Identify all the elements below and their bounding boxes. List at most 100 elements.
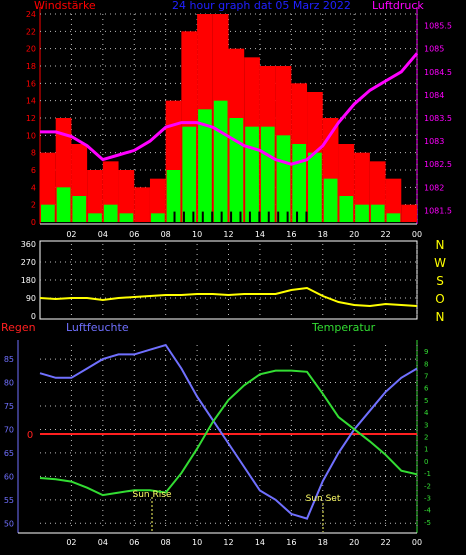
wind-bar [323,178,338,222]
humidity-y-tick-label: 65 [4,449,14,458]
wind-x-tick-label: 20 [349,230,359,239]
calm-mark [296,211,299,222]
wind-x-ticks: 02 04 06 08 10 12 14 16 18 20 22 00 [66,230,422,239]
wind-y-tick-label: 14 [26,97,36,106]
wind-direction-line [39,286,418,308]
wind-y-tick-label: 8 [31,149,36,158]
wind-y-tick-label: 18 [26,62,36,71]
calm-mark [192,211,195,222]
wind-bars [40,14,417,223]
climate-x-tick-label: 18 [318,538,328,547]
temperature-y-tick-label: -5 [424,519,431,527]
wind-bar [229,118,244,222]
temperature-y-tick-label: -3 [424,495,431,503]
humidity-y-tick-label: 50 [4,519,14,528]
direction-y-tick-label: 90 [26,294,36,303]
compass-label: N [436,310,445,324]
gust-bar [385,178,402,222]
compass-label: O [435,292,444,306]
chart-title: 24 hour graph dat 05 Marz 2022 [172,0,351,12]
wind-bar [355,204,369,222]
calm-mark [286,211,289,222]
humidity-y-tick-label: 70 [4,425,14,434]
wind-bar [150,213,165,222]
humidity-y-tick-label: 85 [4,355,14,364]
wind-bar [72,196,87,222]
humidity-y-ticks: 50 55 60 65 70 75 80 85 [4,355,14,528]
humidity-axis-label: Luftfeuchte [66,321,129,334]
pressure-line [40,52,419,166]
climate-x-ticks: 02 04 06 08 10 12 14 16 18 20 22 00 [66,538,422,547]
pressure-y-tick-label: 1083.5 [424,114,452,123]
pressure-y-tick-label: 1084.5 [424,68,452,77]
wind-bar [41,204,55,222]
climate-x-tick-label: 10 [192,538,202,547]
wind-x-tick-label: 06 [129,230,139,239]
pressure-y-tick-label: 1084 [424,91,444,100]
humidity-y-tick-label: 80 [4,379,14,388]
sun-rise-label: Sun Rise [133,490,172,500]
wind-y-tick-label: 12 [26,114,36,123]
wind-y-tick-label: 4 [31,183,36,192]
rain-axis-label: Regen [1,321,36,334]
pressure-y-tick-label: 1082.5 [424,160,452,169]
calm-mark [220,211,223,222]
direction-y-tick-label: 360 [21,240,36,249]
temperature-y-ticks: -5 -4 -3 -2 -1 0 1 2 3 4 5 6 7 8 9 [424,348,432,527]
temperature-y-tick-label: 1 [424,446,428,454]
wind-x-tick-label: 08 [161,230,171,239]
wind-bar [276,135,291,222]
calm-mark [258,211,261,222]
temperature-y-tick-label: -4 [424,507,432,515]
wind-bar [103,204,118,222]
wind-bar [260,126,275,222]
wind-y-tick-label: 16 [26,79,36,88]
pressure-y-tick-label: 1085 [424,45,444,54]
climate-x-tick-label: 06 [129,538,139,547]
humidity-y-tick-label: 55 [4,496,14,505]
humidity-y-tick-label: 75 [4,402,14,411]
wind-x-tick-label: 16 [286,230,296,239]
pressure-y-tick-label: 1082 [424,183,444,192]
wind-bar [182,126,197,222]
wind-y-tick-label: 10 [26,131,36,140]
temperature-axis-label: Temperatur [311,321,376,334]
wind-y-tick-label: 22 [26,27,36,36]
rain-zero-label: 0 [27,430,33,441]
temperature-y-tick-label: 4 [424,409,429,417]
wind-axis-label: Windstärke [34,0,96,12]
calm-mark [182,211,185,222]
wind-bar [166,170,181,222]
calm-mark [248,211,251,222]
direction-y-tick-label: 0 [31,312,36,321]
climate-x-tick-label: 02 [66,538,76,547]
climate-x-tick-label: 14 [255,538,265,547]
climate-x-tick-label: 00 [412,538,422,547]
gust-bar [401,204,417,222]
wind-bar [198,109,212,222]
temperature-y-tick-label: -2 [424,482,431,490]
wind-bar [245,126,259,222]
gust-bar [149,178,166,222]
wind-x-tick-label: 10 [192,230,202,239]
climate-x-tick-label: 16 [286,538,296,547]
wind-x-tick-label: 04 [98,230,108,239]
wind-y-tick-label: 6 [31,166,36,175]
temperature-y-tick-label: 0 [424,458,428,466]
wind-x-tick-label: 18 [318,230,328,239]
temperature-y-tick-label: 6 [424,385,429,393]
temperature-y-tick-label: 2 [424,434,428,442]
wind-x-tick-label: 14 [255,230,265,239]
direction-y-tick-label: 270 [21,258,36,267]
calm-mark [305,211,308,222]
gust-bar [134,187,150,222]
calm-mark [173,211,176,222]
wind-y-tick-label: 24 [26,10,36,19]
climate-x-tick-label: 20 [349,538,359,547]
